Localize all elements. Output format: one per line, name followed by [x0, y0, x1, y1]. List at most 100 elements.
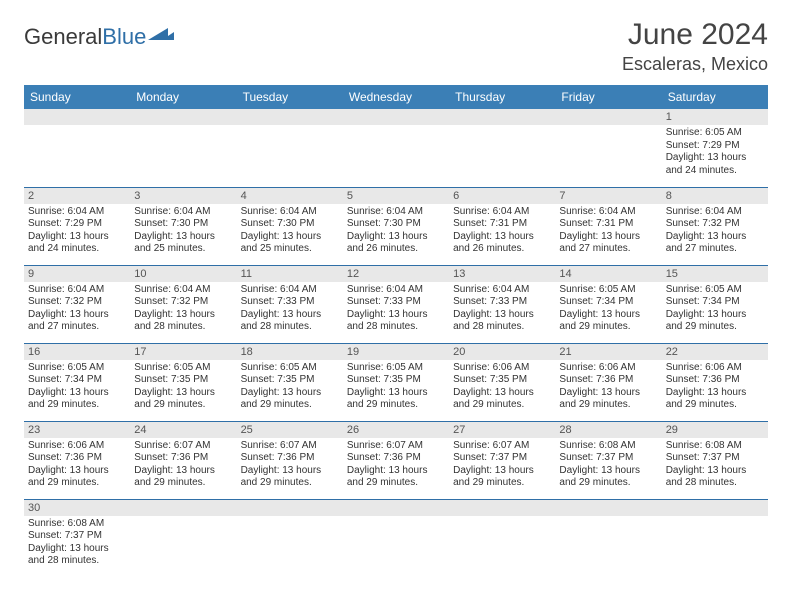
day-data: Sunrise: 6:04 AMSunset: 7:33 PMDaylight:… — [237, 282, 343, 338]
logo-text-general: General — [24, 24, 102, 50]
calendar-cell: 26Sunrise: 6:07 AMSunset: 7:36 PMDayligh… — [343, 421, 449, 499]
day-number: 9 — [24, 266, 130, 282]
weekday-header: Friday — [555, 85, 661, 109]
day-data: Sunrise: 6:04 AMSunset: 7:29 PMDaylight:… — [24, 204, 130, 260]
day-data: Sunrise: 6:04 AMSunset: 7:32 PMDaylight:… — [24, 282, 130, 338]
calendar-cell: 8Sunrise: 6:04 AMSunset: 7:32 PMDaylight… — [662, 187, 768, 265]
day-number: 20 — [449, 344, 555, 360]
calendar-cell — [343, 499, 449, 577]
day-data: Sunrise: 6:05 AMSunset: 7:35 PMDaylight:… — [130, 360, 236, 416]
day-number: 3 — [130, 188, 236, 204]
day-data: Sunrise: 6:04 AMSunset: 7:32 PMDaylight:… — [130, 282, 236, 338]
day-number: 10 — [130, 266, 236, 282]
day-data: Sunrise: 6:04 AMSunset: 7:33 PMDaylight:… — [449, 282, 555, 338]
calendar-cell: 25Sunrise: 6:07 AMSunset: 7:36 PMDayligh… — [237, 421, 343, 499]
weekday-header: Saturday — [662, 85, 768, 109]
day-number: 29 — [662, 422, 768, 438]
day-data: Sunrise: 6:06 AMSunset: 7:36 PMDaylight:… — [24, 438, 130, 494]
calendar-cell — [449, 499, 555, 577]
calendar-cell — [130, 499, 236, 577]
day-number: 28 — [555, 422, 661, 438]
day-data: Sunrise: 6:08 AMSunset: 7:37 PMDaylight:… — [662, 438, 768, 494]
header: GeneralBlue June 2024 Escaleras, Mexico — [24, 18, 768, 75]
day-number: 18 — [237, 344, 343, 360]
calendar-cell: 16Sunrise: 6:05 AMSunset: 7:34 PMDayligh… — [24, 343, 130, 421]
day-data: Sunrise: 6:05 AMSunset: 7:35 PMDaylight:… — [343, 360, 449, 416]
weekday-header: Wednesday — [343, 85, 449, 109]
day-data: Sunrise: 6:08 AMSunset: 7:37 PMDaylight:… — [555, 438, 661, 494]
day-data: Sunrise: 6:04 AMSunset: 7:31 PMDaylight:… — [555, 204, 661, 260]
calendar-cell: 3Sunrise: 6:04 AMSunset: 7:30 PMDaylight… — [130, 187, 236, 265]
day-data: Sunrise: 6:05 AMSunset: 7:34 PMDaylight:… — [555, 282, 661, 338]
day-number: 23 — [24, 422, 130, 438]
calendar-cell: 22Sunrise: 6:06 AMSunset: 7:36 PMDayligh… — [662, 343, 768, 421]
day-number: 2 — [24, 188, 130, 204]
calendar-cell: 24Sunrise: 6:07 AMSunset: 7:36 PMDayligh… — [130, 421, 236, 499]
day-data: Sunrise: 6:04 AMSunset: 7:30 PMDaylight:… — [237, 204, 343, 260]
day-data: Sunrise: 6:04 AMSunset: 7:33 PMDaylight:… — [343, 282, 449, 338]
calendar-cell: 15Sunrise: 6:05 AMSunset: 7:34 PMDayligh… — [662, 265, 768, 343]
calendar-cell: 4Sunrise: 6:04 AMSunset: 7:30 PMDaylight… — [237, 187, 343, 265]
day-data: Sunrise: 6:04 AMSunset: 7:30 PMDaylight:… — [343, 204, 449, 260]
calendar-cell — [130, 109, 236, 187]
day-number: 7 — [555, 188, 661, 204]
calendar-cell: 23Sunrise: 6:06 AMSunset: 7:36 PMDayligh… — [24, 421, 130, 499]
calendar-cell: 20Sunrise: 6:06 AMSunset: 7:35 PMDayligh… — [449, 343, 555, 421]
month-title: June 2024 — [622, 18, 768, 52]
calendar-cell: 14Sunrise: 6:05 AMSunset: 7:34 PMDayligh… — [555, 265, 661, 343]
calendar-cell: 7Sunrise: 6:04 AMSunset: 7:31 PMDaylight… — [555, 187, 661, 265]
day-number: 17 — [130, 344, 236, 360]
calendar-cell: 27Sunrise: 6:07 AMSunset: 7:37 PMDayligh… — [449, 421, 555, 499]
calendar-cell: 12Sunrise: 6:04 AMSunset: 7:33 PMDayligh… — [343, 265, 449, 343]
weekday-header: Tuesday — [237, 85, 343, 109]
calendar-cell — [237, 499, 343, 577]
calendar-cell — [343, 109, 449, 187]
day-data: Sunrise: 6:05 AMSunset: 7:34 PMDaylight:… — [662, 282, 768, 338]
day-data: Sunrise: 6:07 AMSunset: 7:36 PMDaylight:… — [343, 438, 449, 494]
calendar-cell: 17Sunrise: 6:05 AMSunset: 7:35 PMDayligh… — [130, 343, 236, 421]
calendar-cell: 6Sunrise: 6:04 AMSunset: 7:31 PMDaylight… — [449, 187, 555, 265]
day-number: 12 — [343, 266, 449, 282]
calendar-cell: 1Sunrise: 6:05 AMSunset: 7:29 PMDaylight… — [662, 109, 768, 187]
day-data: Sunrise: 6:06 AMSunset: 7:36 PMDaylight:… — [555, 360, 661, 416]
weekday-header: Thursday — [449, 85, 555, 109]
day-number: 6 — [449, 188, 555, 204]
calendar-cell: 21Sunrise: 6:06 AMSunset: 7:36 PMDayligh… — [555, 343, 661, 421]
day-number: 19 — [343, 344, 449, 360]
title-block: June 2024 Escaleras, Mexico — [622, 18, 768, 75]
calendar-cell: 19Sunrise: 6:05 AMSunset: 7:35 PMDayligh… — [343, 343, 449, 421]
weekday-header: Monday — [130, 85, 236, 109]
calendar-cell: 10Sunrise: 6:04 AMSunset: 7:32 PMDayligh… — [130, 265, 236, 343]
day-number: 24 — [130, 422, 236, 438]
calendar-cell: 2Sunrise: 6:04 AMSunset: 7:29 PMDaylight… — [24, 187, 130, 265]
logo: GeneralBlue — [24, 18, 174, 50]
day-data: Sunrise: 6:06 AMSunset: 7:36 PMDaylight:… — [662, 360, 768, 416]
day-number: 8 — [662, 188, 768, 204]
calendar-cell — [555, 499, 661, 577]
day-data: Sunrise: 6:04 AMSunset: 7:32 PMDaylight:… — [662, 204, 768, 260]
day-number: 4 — [237, 188, 343, 204]
day-data: Sunrise: 6:04 AMSunset: 7:30 PMDaylight:… — [130, 204, 236, 260]
calendar-cell — [555, 109, 661, 187]
day-data: Sunrise: 6:05 AMSunset: 7:29 PMDaylight:… — [662, 125, 768, 181]
day-number: 1 — [662, 109, 768, 125]
day-number: 21 — [555, 344, 661, 360]
day-number: 30 — [24, 500, 130, 516]
day-number: 5 — [343, 188, 449, 204]
day-number: 11 — [237, 266, 343, 282]
day-data: Sunrise: 6:04 AMSunset: 7:31 PMDaylight:… — [449, 204, 555, 260]
calendar-cell: 11Sunrise: 6:04 AMSunset: 7:33 PMDayligh… — [237, 265, 343, 343]
calendar-header-row: SundayMondayTuesdayWednesdayThursdayFrid… — [24, 85, 768, 109]
flag-icon — [148, 24, 174, 50]
day-number: 22 — [662, 344, 768, 360]
day-number: 15 — [662, 266, 768, 282]
calendar-cell: 13Sunrise: 6:04 AMSunset: 7:33 PMDayligh… — [449, 265, 555, 343]
logo-text-blue: Blue — [102, 24, 146, 50]
day-number: 25 — [237, 422, 343, 438]
calendar-cell: 29Sunrise: 6:08 AMSunset: 7:37 PMDayligh… — [662, 421, 768, 499]
location: Escaleras, Mexico — [622, 54, 768, 75]
calendar-cell — [662, 499, 768, 577]
day-data: Sunrise: 6:06 AMSunset: 7:35 PMDaylight:… — [449, 360, 555, 416]
day-data: Sunrise: 6:05 AMSunset: 7:35 PMDaylight:… — [237, 360, 343, 416]
calendar-cell: 30Sunrise: 6:08 AMSunset: 7:37 PMDayligh… — [24, 499, 130, 577]
